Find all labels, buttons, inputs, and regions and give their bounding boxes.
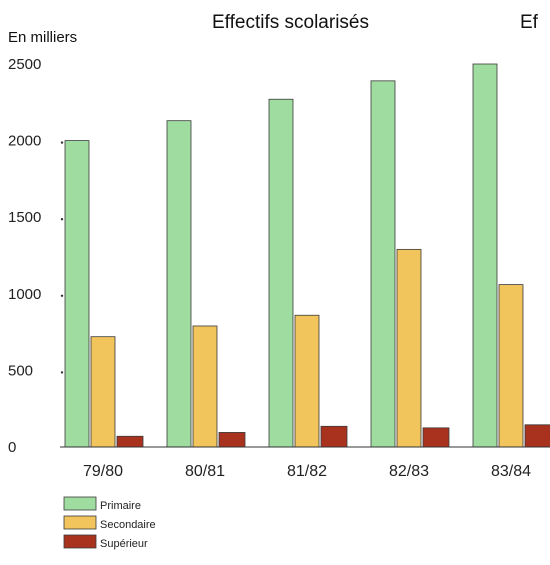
bar-primaire-80-81: [166, 120, 192, 448]
bar-secondaire-79-80: [90, 336, 116, 448]
bar-suprieur-81-82: [320, 425, 348, 448]
legend-label: Supérieur: [100, 538, 148, 550]
bar-secondaire-80-81: [192, 325, 218, 448]
y-tick-label: 2500: [8, 56, 41, 73]
bar-secondaire-83-84: [498, 284, 524, 448]
chart-title: Effectifs scolarisés: [212, 12, 369, 33]
bar-suprieur-83-84: [524, 424, 550, 448]
bar-primaire-79-80: [64, 140, 90, 448]
bar-suprieur-79-80: [116, 435, 144, 448]
x-tick-label: 83/84: [491, 463, 531, 480]
y-tick-label: 0: [8, 439, 16, 456]
y-tick-label: 1000: [8, 286, 41, 303]
y-tick-label: 1500: [8, 209, 41, 226]
bar-primaire-81-82: [268, 98, 294, 448]
bars: [64, 63, 550, 448]
bar-primaire-82-83: [370, 80, 396, 448]
y-axis: 0 500 1000 1500 2000 2500: [8, 56, 64, 456]
x-tick-label: 80/81: [185, 463, 225, 480]
y-tick-label: 2000: [8, 133, 41, 150]
x-tick-label: 82/83: [389, 463, 429, 480]
legend-swatch: [63, 496, 97, 511]
bar-suprieur-80-81: [218, 432, 246, 448]
x-tick-label: 79/80: [83, 463, 123, 480]
x-axis: 79/80 80/81 81/82 82/83 83/84: [60, 446, 550, 480]
bar-suprieur-82-83: [422, 427, 450, 448]
adjacent-chart-title-fragment: Ef: [520, 12, 539, 33]
legend-label: Primaire: [100, 500, 141, 512]
legend: Primaire Secondaire Supérieur: [63, 496, 156, 550]
y-axis-label: En milliers: [8, 29, 77, 46]
legend-swatch: [63, 534, 97, 549]
bar-primaire-83-84: [472, 63, 498, 448]
x-tick-label: 81/82: [287, 463, 327, 480]
y-tick-mark: [60, 218, 64, 221]
legend-label: Secondaire: [100, 519, 156, 531]
y-tick-label: 500: [8, 362, 33, 379]
y-tick-mark: [60, 141, 64, 144]
y-tick-mark: [60, 294, 64, 297]
legend-swatch: [63, 515, 97, 530]
y-tick-mark: [60, 371, 64, 374]
bar-secondaire-82-83: [396, 248, 422, 448]
bar-secondaire-81-82: [294, 314, 320, 448]
